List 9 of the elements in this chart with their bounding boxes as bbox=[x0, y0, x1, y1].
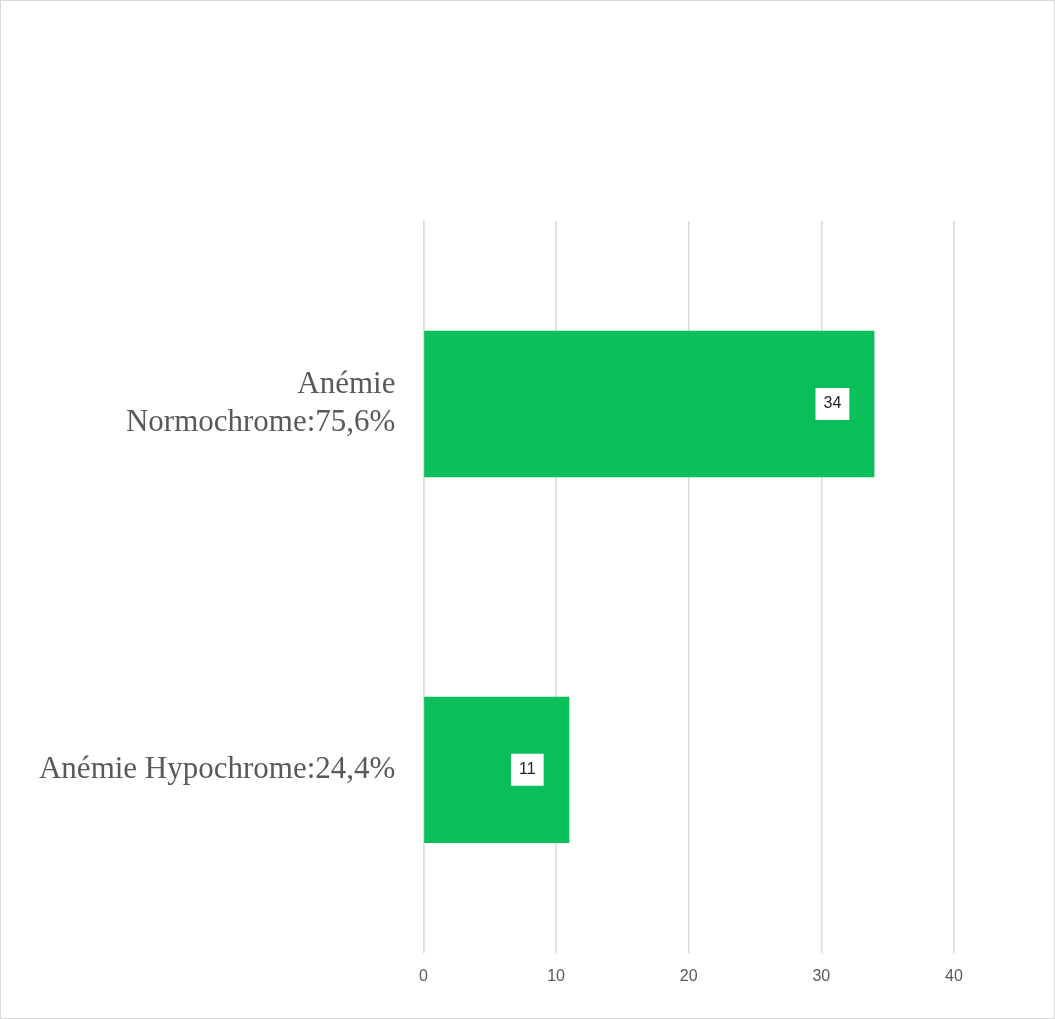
x-tick-label: 0 bbox=[418, 966, 428, 984]
x-tick-label: 30 bbox=[812, 966, 831, 984]
y-tick-label: Anémie Hypochrome:24,4% bbox=[38, 749, 396, 785]
x-tick-label: 10 bbox=[547, 966, 566, 984]
y-tick-label: Anémie Normochrome:75,6% bbox=[125, 365, 396, 438]
data-label: 11 bbox=[519, 760, 536, 778]
x-tick-label: 40 bbox=[945, 966, 963, 984]
data-label: 34 bbox=[823, 394, 842, 412]
x-tick-label: 20 bbox=[679, 966, 698, 984]
